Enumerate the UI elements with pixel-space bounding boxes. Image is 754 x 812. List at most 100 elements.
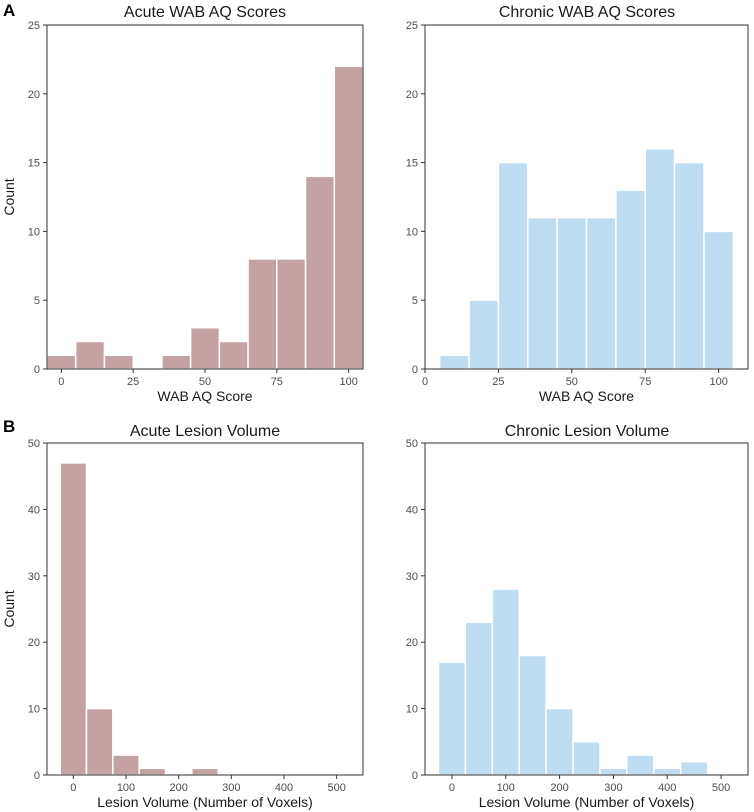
histogram-bar xyxy=(59,462,88,776)
histogram-bar xyxy=(276,258,307,370)
histogram-bar xyxy=(191,767,219,776)
histogram-bar xyxy=(437,661,467,776)
histogram-bar xyxy=(497,161,529,370)
x-axis-label: WAB AQ Score xyxy=(539,388,634,404)
x-axis-label: Lesion Volume (Number of Voxels) xyxy=(479,794,695,810)
histogram-bar xyxy=(189,326,221,370)
panel-border xyxy=(424,442,749,776)
x-tick-label: 100 xyxy=(497,782,515,794)
histogram-bar xyxy=(333,65,364,370)
x-tick-label: 100 xyxy=(117,782,135,794)
histogram-bar xyxy=(247,258,278,370)
y-tick-label: 50 xyxy=(28,438,40,450)
histogram-bar xyxy=(585,216,617,370)
histogram-bar xyxy=(518,654,547,776)
y-tick-label: 25 xyxy=(406,20,418,32)
y-axis-label: Count xyxy=(1,590,17,627)
x-tick-label: 100 xyxy=(709,376,727,388)
x-tick-label: 75 xyxy=(639,376,651,388)
histogram-bar xyxy=(46,354,77,370)
panel-border xyxy=(424,24,749,370)
histogram-bar xyxy=(138,767,167,776)
x-tick-label: 500 xyxy=(327,782,345,794)
y-tick-label: 0 xyxy=(34,770,40,782)
x-tick-label: 25 xyxy=(127,376,139,388)
chart-title: Acute Lesion Volume xyxy=(130,423,280,440)
chart-acute-lesion: Acute Lesion Volume 0 100 200 300 400 500 0 10 20… xyxy=(1,423,364,810)
x-tick-label: 200 xyxy=(550,782,568,794)
y-tick-label: 0 xyxy=(412,364,418,376)
y-tick-label: 20 xyxy=(28,89,40,101)
x-tick-label: 400 xyxy=(658,782,676,794)
histogram-bar xyxy=(673,161,705,370)
histogram-bar xyxy=(545,707,574,776)
histogram-bar xyxy=(438,354,470,370)
y-tick-label: 10 xyxy=(406,226,418,238)
y-axis-label: Count xyxy=(1,178,17,215)
histogram-bar xyxy=(468,299,500,370)
x-axis-label: WAB AQ Score xyxy=(157,388,252,404)
histogram-bar xyxy=(161,354,192,370)
y-tick-label: 0 xyxy=(34,364,40,376)
chart-title: Chronic WAB AQ Scores xyxy=(499,4,675,21)
histogram-bar xyxy=(679,760,709,776)
x-tick-label: 300 xyxy=(222,782,240,794)
y-tick-label: 15 xyxy=(406,158,418,170)
chart-acute-wab: Acute WAB AQ Scores 0 25 50 75 100 0 5 10 15 20 25 W… xyxy=(1,4,364,404)
y-tick-label: 0 xyxy=(412,770,418,782)
y-tick-label: 25 xyxy=(28,20,40,32)
histogram-bar xyxy=(703,230,735,370)
histogram-bar xyxy=(615,189,646,370)
histogram-bar xyxy=(218,340,249,370)
x-tick-label: 0 xyxy=(422,376,428,388)
y-tick-label: 30 xyxy=(406,571,418,583)
x-tick-label: 0 xyxy=(70,782,76,794)
x-tick-label: 500 xyxy=(712,782,730,794)
histogram-bar xyxy=(74,340,106,370)
x-tick-label: 100 xyxy=(339,376,357,388)
y-tick-label: 10 xyxy=(406,704,418,716)
x-tick-label: 50 xyxy=(566,376,578,388)
y-tick-label: 5 xyxy=(34,295,40,307)
y-tick-label: 10 xyxy=(28,226,40,238)
chart-chronic-wab: Chronic WAB AQ Scores 0 25 50 75 100 0 5 10 15 20 2… xyxy=(406,4,749,404)
x-tick-label: 50 xyxy=(199,376,211,388)
chart-chronic-lesion: Chronic Lesion Volume 0 100 200 300 400 500 0 10… xyxy=(406,423,749,810)
panel-letter-a: A xyxy=(3,1,15,20)
x-tick-label: 0 xyxy=(449,782,455,794)
histogram-bar xyxy=(599,767,628,776)
y-tick-label: 20 xyxy=(28,637,40,649)
histogram-bar xyxy=(572,741,601,776)
histogram-bar xyxy=(103,354,134,370)
histogram-bar xyxy=(491,588,520,776)
y-tick-label: 5 xyxy=(412,295,418,307)
y-tick-label: 15 xyxy=(28,158,40,170)
chart-title: Acute WAB AQ Scores xyxy=(124,4,286,21)
histogram-bar xyxy=(653,767,682,776)
histogram-bar xyxy=(527,216,558,370)
histogram-bar xyxy=(644,148,676,370)
chart-title: Chronic Lesion Volume xyxy=(505,423,670,440)
y-tick-label: 40 xyxy=(28,504,40,516)
x-tick-label: 200 xyxy=(169,782,187,794)
histogram-bar xyxy=(304,175,336,370)
x-tick-label: 0 xyxy=(58,376,64,388)
histogram-bar xyxy=(556,216,588,370)
histogram-bar xyxy=(626,754,655,776)
x-tick-label: 300 xyxy=(604,782,622,794)
x-axis-label: Lesion Volume (Number of Voxels) xyxy=(97,794,313,810)
y-tick-label: 10 xyxy=(28,704,40,716)
histogram-bar xyxy=(85,707,114,776)
y-tick-label: 20 xyxy=(406,637,418,649)
histogram-bar xyxy=(112,754,140,776)
y-tick-label: 30 xyxy=(28,571,40,583)
y-tick-label: 50 xyxy=(406,438,418,450)
histogram-bar xyxy=(464,621,494,776)
x-tick-label: 400 xyxy=(275,782,293,794)
y-tick-label: 20 xyxy=(406,89,418,101)
x-tick-label: 75 xyxy=(271,376,283,388)
panel-letter-b: B xyxy=(3,417,15,436)
y-tick-label: 40 xyxy=(406,504,418,516)
